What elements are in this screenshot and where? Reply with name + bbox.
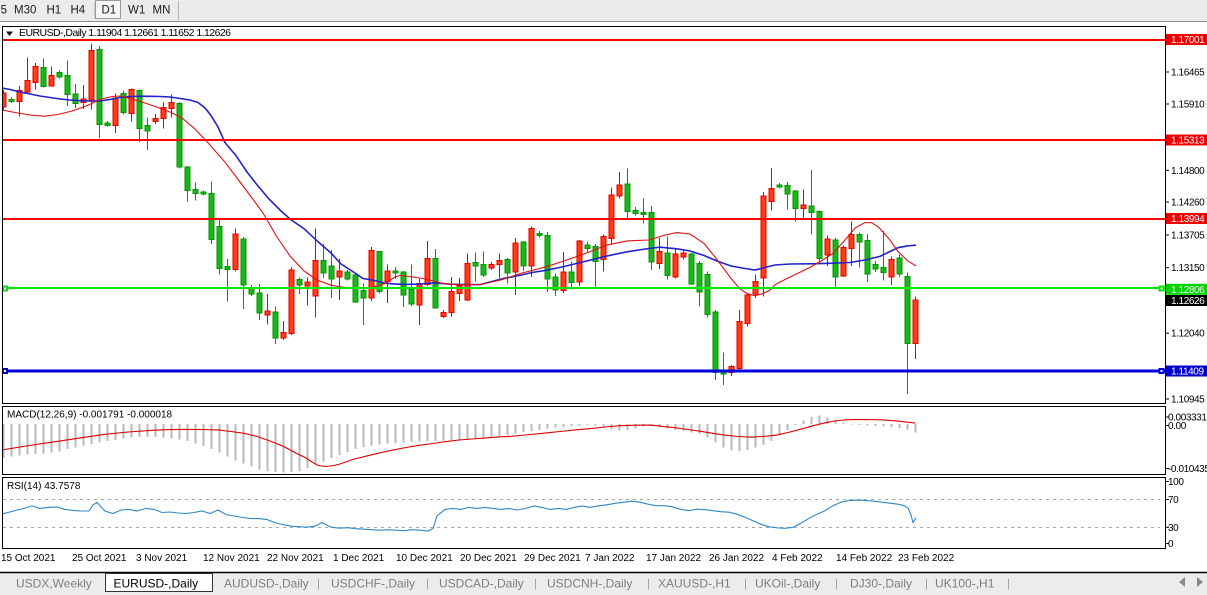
svg-text:1.13705: 1.13705 bbox=[1171, 231, 1205, 242]
svg-text:W1: W1 bbox=[128, 5, 145, 17]
svg-text:RSI(14) 43.7578: RSI(14) 43.7578 bbox=[7, 481, 81, 492]
svg-text:USDX,Weekly: USDX,Weekly bbox=[16, 577, 92, 591]
svg-text:1.15910: 1.15910 bbox=[1171, 100, 1205, 111]
svg-text:UK100-,H1: UK100-,H1 bbox=[935, 577, 995, 591]
svg-text:14 Feb 2022: 14 Feb 2022 bbox=[836, 553, 893, 564]
svg-text:AUDUSD-,Daily: AUDUSD-,Daily bbox=[224, 577, 309, 591]
svg-text:23 Feb 2022: 23 Feb 2022 bbox=[898, 553, 955, 564]
svg-text:7 Jan 2022: 7 Jan 2022 bbox=[585, 553, 635, 564]
svg-text:1.13150: 1.13150 bbox=[1171, 263, 1205, 274]
svg-text:|: | bbox=[317, 578, 320, 590]
svg-text:29 Dec 2021: 29 Dec 2021 bbox=[524, 553, 581, 564]
svg-text:MN: MN bbox=[153, 5, 171, 17]
svg-text:3 Nov 2021: 3 Nov 2021 bbox=[136, 553, 188, 564]
svg-text:1.11409: 1.11409 bbox=[1171, 367, 1204, 378]
svg-text:12 Nov 2021: 12 Nov 2021 bbox=[203, 553, 260, 564]
svg-text:USDCAD-,Daily: USDCAD-,Daily bbox=[439, 577, 524, 591]
svg-text:0.00: 0.00 bbox=[1168, 421, 1187, 432]
svg-text:1.14260: 1.14260 bbox=[1171, 198, 1205, 209]
svg-text:25 Oct 2021: 25 Oct 2021 bbox=[72, 553, 127, 564]
svg-text:22 Nov 2021: 22 Nov 2021 bbox=[267, 553, 324, 564]
svg-text:1.14800: 1.14800 bbox=[1171, 166, 1205, 177]
svg-text:10 Dec 2021: 10 Dec 2021 bbox=[396, 553, 453, 564]
svg-text:H4: H4 bbox=[71, 5, 86, 17]
svg-text:|: | bbox=[1007, 578, 1010, 590]
svg-text:1.13994: 1.13994 bbox=[1171, 214, 1205, 225]
svg-text:UKOil-,Daily: UKOil-,Daily bbox=[755, 577, 820, 591]
svg-text:|: | bbox=[647, 578, 650, 590]
svg-text:1.16465: 1.16465 bbox=[1171, 68, 1205, 79]
svg-text:17 Jan 2022: 17 Jan 2022 bbox=[646, 553, 701, 564]
svg-text:EURUSD-,Daily: EURUSD-,Daily bbox=[114, 577, 199, 591]
svg-text:M30: M30 bbox=[14, 5, 36, 17]
svg-text:DJ30-,Daily: DJ30-,Daily bbox=[850, 577, 912, 591]
svg-text:H1: H1 bbox=[47, 5, 62, 17]
svg-text:|: | bbox=[744, 578, 747, 590]
svg-text:-0.010435: -0.010435 bbox=[1168, 464, 1207, 475]
svg-text:|: | bbox=[925, 578, 928, 590]
svg-text:USDCHF-,Daily: USDCHF-,Daily bbox=[331, 577, 415, 591]
svg-text:0: 0 bbox=[1168, 539, 1174, 550]
svg-text:MACD(12,26,9) -0.001791 -0.000: MACD(12,26,9) -0.001791 -0.000018 bbox=[7, 410, 173, 421]
svg-text:100: 100 bbox=[1168, 477, 1184, 488]
svg-text:1.17001: 1.17001 bbox=[1171, 35, 1205, 46]
svg-text:USDCNH-,Daily: USDCNH-,Daily bbox=[547, 577, 632, 591]
svg-text:1.15313: 1.15313 bbox=[1171, 136, 1205, 147]
svg-text:30: 30 bbox=[1168, 523, 1179, 534]
svg-text:20 Dec 2021: 20 Dec 2021 bbox=[460, 553, 517, 564]
svg-text:70: 70 bbox=[1168, 495, 1179, 506]
svg-text:1.10945: 1.10945 bbox=[1171, 395, 1205, 406]
svg-text:1.12626: 1.12626 bbox=[1171, 296, 1205, 307]
svg-text:D1: D1 bbox=[102, 5, 117, 17]
svg-text:26 Jan 2022: 26 Jan 2022 bbox=[709, 553, 764, 564]
svg-text:1 Dec 2021: 1 Dec 2021 bbox=[333, 553, 385, 564]
svg-text:1.12806: 1.12806 bbox=[1171, 285, 1205, 296]
svg-text:0.003331: 0.003331 bbox=[1168, 413, 1207, 424]
svg-text:15 Oct 2021: 15 Oct 2021 bbox=[1, 553, 56, 564]
svg-text:XAUUSD-,H1: XAUUSD-,H1 bbox=[658, 577, 731, 591]
svg-text:1.12040: 1.12040 bbox=[1171, 329, 1205, 340]
svg-text:M5: M5 bbox=[0, 5, 7, 17]
svg-text:4 Feb 2022: 4 Feb 2022 bbox=[772, 553, 823, 564]
svg-text:|: | bbox=[426, 578, 429, 590]
svg-text:|: | bbox=[534, 578, 537, 590]
svg-text:EURUSD-,Daily 1.11904 1.12661: EURUSD-,Daily 1.11904 1.12661 1.11652 1.… bbox=[19, 27, 231, 39]
svg-text:|: | bbox=[835, 578, 838, 590]
